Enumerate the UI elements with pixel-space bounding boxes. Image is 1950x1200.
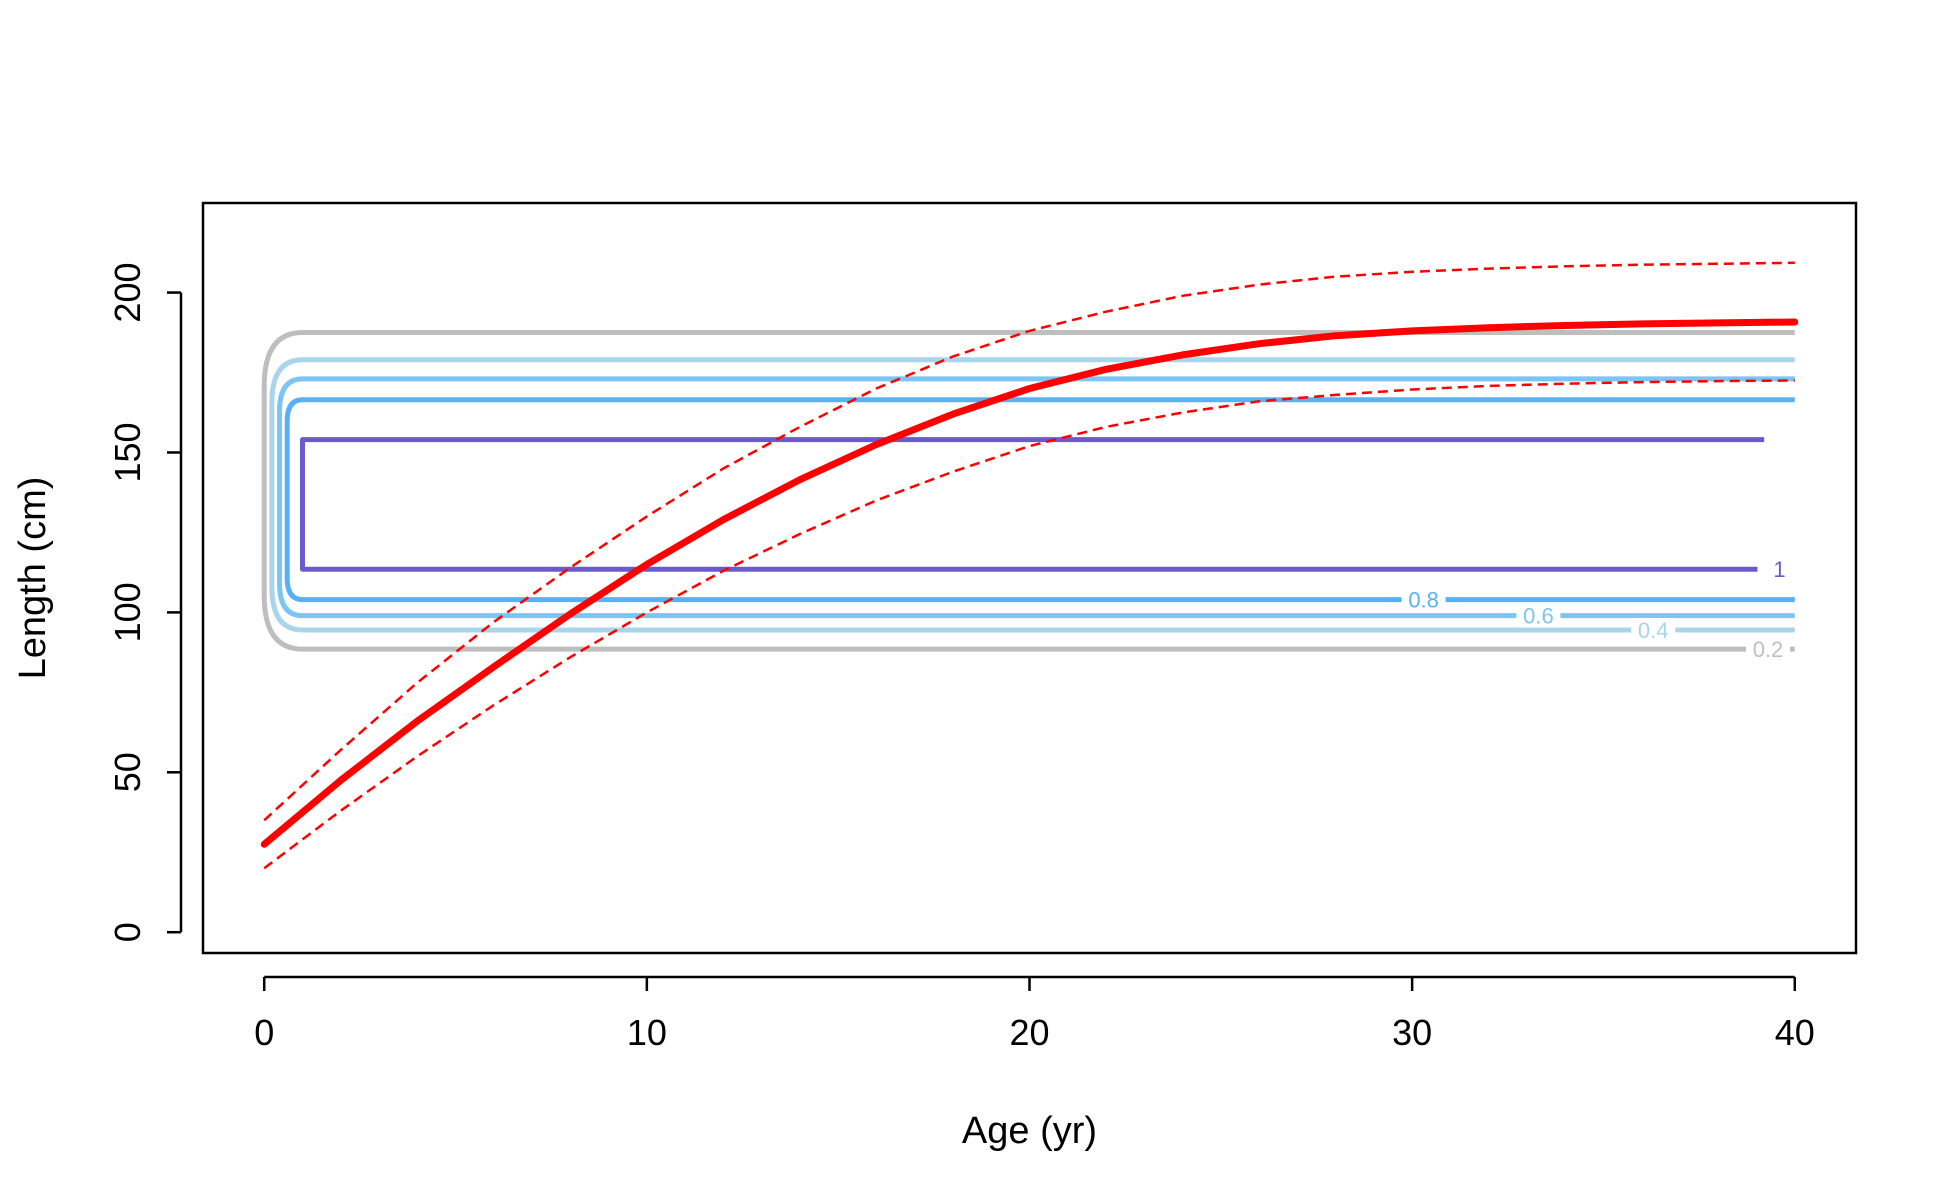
y-tick-label: 50 <box>107 752 148 792</box>
contour-0-6 <box>277 376 1795 619</box>
y-tick-label: 150 <box>107 422 148 482</box>
contour-0-4 <box>269 357 1795 633</box>
contour-lines: 0.2 0.4 0.6 0.8 1 <box>261 330 1802 662</box>
contour-1 <box>299 437 1765 572</box>
contour-0-2 <box>261 330 1795 652</box>
contour-0-8 <box>284 397 1795 603</box>
growth-curves <box>260 261 1799 870</box>
x-tick-label: 30 <box>1392 1012 1432 1053</box>
contour-label-1: 1 <box>1773 557 1785 582</box>
lower-bound-line <box>263 379 1795 870</box>
contour-label-0-6: 0.6 <box>1523 604 1554 629</box>
x-tick-label: 10 <box>627 1012 667 1053</box>
mean-growth-line <box>260 318 1799 848</box>
upper-bound-line <box>263 261 1795 822</box>
contour-label-0-2: 0.2 <box>1753 637 1784 662</box>
y-tick-label: 0 <box>107 922 148 942</box>
x-axis: 0 10 20 30 40 <box>254 975 1815 1053</box>
y-axis-label: Length (cm) <box>12 477 54 680</box>
y-tick-label: 200 <box>107 263 148 323</box>
contour-label-gap <box>1401 587 1446 612</box>
x-axis-label: Age (yr) <box>962 1110 1097 1152</box>
contour-label-gap <box>1745 637 1790 662</box>
plot-frame <box>201 201 1858 955</box>
contour-label-gap <box>1757 557 1802 582</box>
x-tick-label: 0 <box>254 1012 274 1053</box>
x-tick-label: 40 <box>1775 1012 1815 1053</box>
contour-label-0-8: 0.8 <box>1408 588 1439 613</box>
y-tick-label: 100 <box>107 582 148 642</box>
y-axis: 0 50 100 150 200 <box>107 263 183 942</box>
contour-label-0-4: 0.4 <box>1638 618 1669 643</box>
x-tick-label: 20 <box>1009 1012 1049 1053</box>
contour-label-gap <box>1631 617 1676 642</box>
contour-label-gap <box>1516 603 1561 628</box>
